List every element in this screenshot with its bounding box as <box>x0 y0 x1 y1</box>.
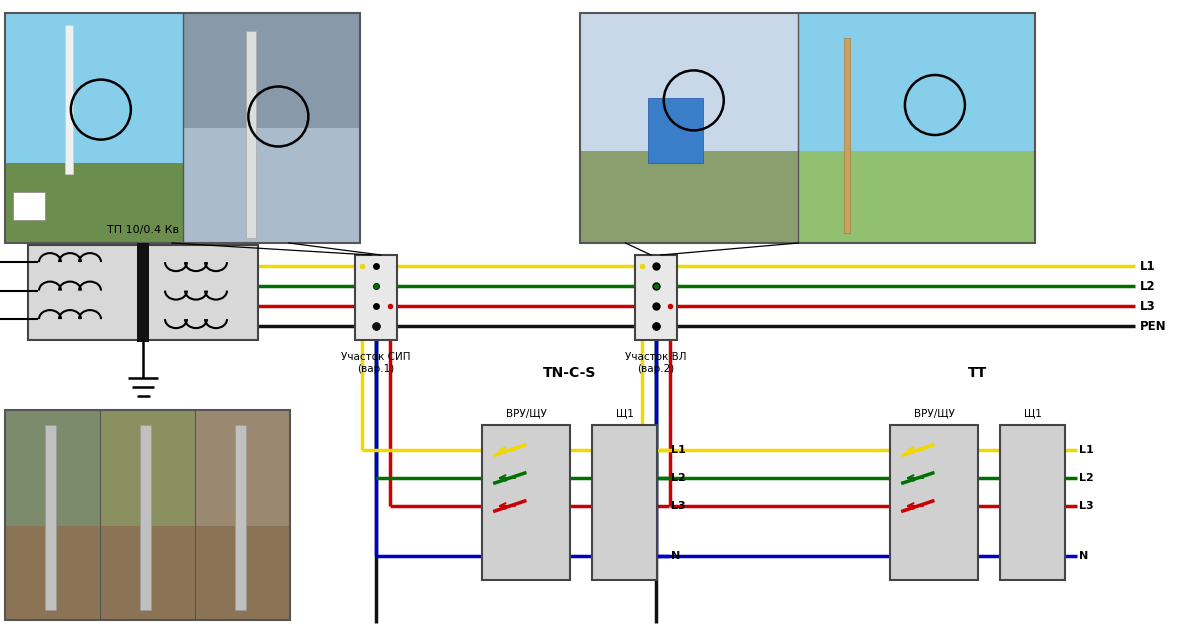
Bar <box>5 410 100 620</box>
Text: ТТ: ТТ <box>968 366 988 380</box>
Bar <box>798 13 1034 151</box>
Bar <box>5 13 360 243</box>
Bar <box>482 425 570 580</box>
Bar <box>100 410 194 620</box>
Text: Участок ВЛ
(вар.2): Участок ВЛ (вар.2) <box>625 352 686 374</box>
Bar <box>100 526 194 620</box>
Text: ВРУ/ЩУ: ВРУ/ЩУ <box>505 408 546 418</box>
Text: Щ1: Щ1 <box>616 408 634 418</box>
Bar <box>580 151 798 243</box>
Bar <box>580 13 798 243</box>
Bar <box>648 98 703 163</box>
Bar <box>355 255 397 340</box>
Bar <box>635 255 677 340</box>
Text: L1: L1 <box>1079 445 1093 455</box>
Bar <box>1000 425 1066 580</box>
Bar <box>235 425 246 610</box>
Text: TN-C-S: TN-C-S <box>542 366 596 380</box>
Bar <box>5 13 182 243</box>
Bar <box>890 425 978 580</box>
Bar <box>65 24 73 174</box>
Text: ВРУ/ЩУ: ВРУ/ЩУ <box>913 408 954 418</box>
Text: L2: L2 <box>1079 473 1093 483</box>
Bar <box>137 243 149 342</box>
Bar <box>196 526 290 620</box>
Text: PEN: PEN <box>1140 320 1166 332</box>
Bar <box>592 425 658 580</box>
Text: L3: L3 <box>1140 300 1156 313</box>
Bar <box>182 128 360 243</box>
Bar <box>13 192 46 220</box>
Bar <box>798 13 1034 243</box>
Bar <box>28 245 258 340</box>
Text: N: N <box>1079 551 1088 561</box>
Text: L3: L3 <box>1079 501 1093 511</box>
Text: Щ1: Щ1 <box>1024 408 1042 418</box>
Bar <box>246 31 257 238</box>
Text: L2: L2 <box>671 473 685 483</box>
Bar <box>5 526 100 620</box>
Bar <box>580 13 1034 243</box>
Text: N: N <box>671 551 680 561</box>
Bar <box>182 13 360 243</box>
Text: L1: L1 <box>671 445 685 455</box>
Bar <box>5 410 290 620</box>
Text: ТП 10/0.4 Кв: ТП 10/0.4 Кв <box>107 225 179 235</box>
Bar <box>44 425 56 610</box>
Text: L3: L3 <box>671 501 685 511</box>
Bar <box>140 425 151 610</box>
Bar <box>844 38 850 233</box>
Text: Участок СИП
(вар.1): Участок СИП (вар.1) <box>341 352 410 374</box>
Bar <box>196 410 290 620</box>
Text: L2: L2 <box>1140 279 1156 293</box>
Text: L1: L1 <box>1140 259 1156 273</box>
Bar <box>5 163 182 243</box>
